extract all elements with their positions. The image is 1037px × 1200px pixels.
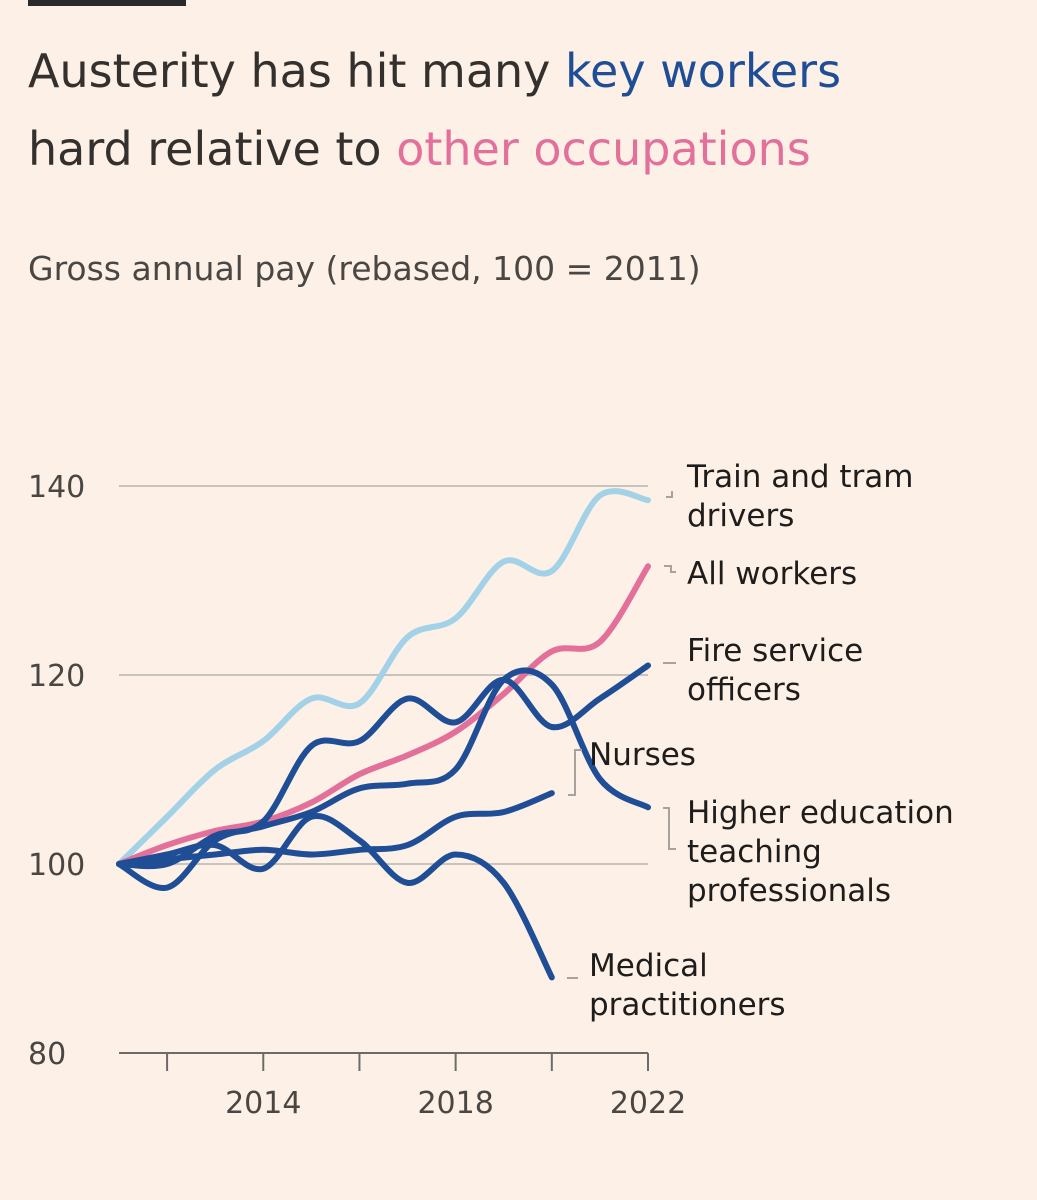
series-label-higher-education-teaching-professionals: Higher education teaching professionals xyxy=(687,795,954,909)
series-label-line-higher-education-teaching-professionals-1: teaching xyxy=(687,834,822,870)
chart-subtitle: Gross annual pay (rebased, 100 = 2011) xyxy=(28,249,701,288)
series-label-line-fire-service-officers-1: officers xyxy=(687,672,801,708)
leader-higher-education-teaching-professionals xyxy=(663,807,676,850)
series-line-train-and-tram-drivers xyxy=(116,488,651,867)
title-highlight-key-workers: key workers xyxy=(565,44,842,98)
series-label-line-medical-practitioners-0: Medical xyxy=(589,948,708,984)
series-label-medical-practitioners: Medical practitioners xyxy=(589,948,786,1023)
y-tick-label-140: 140 xyxy=(28,470,85,505)
chart-title: Austerity has hit many key workers hard … xyxy=(28,32,1018,188)
series-label-line-all-workers-0: All workers xyxy=(687,556,857,592)
series-label-line-nurses-0: Nurses xyxy=(589,737,696,773)
y-tick-label-80: 80 xyxy=(28,1037,66,1072)
title-part-1: Austerity has hit many xyxy=(28,44,566,98)
series-line-nurses xyxy=(116,790,555,867)
series-label-line-higher-education-teaching-professionals-0: Higher education xyxy=(687,795,954,831)
leader-all-workers xyxy=(664,565,676,573)
y-tick-label-100: 100 xyxy=(28,848,85,883)
y-tick-label-120: 120 xyxy=(28,659,85,694)
series-label-line-fire-service-officers-0: Fire service xyxy=(687,633,863,669)
x-tick-label-2014: 2014 xyxy=(225,1086,301,1121)
series-label-all-workers: All workers xyxy=(687,556,857,592)
title-part-2: hard relative to xyxy=(28,122,397,176)
x-tick-label-2022: 2022 xyxy=(610,1086,686,1121)
header-rule xyxy=(28,0,186,6)
series-label-line-medical-practitioners-1: practitioners xyxy=(589,987,786,1023)
series-label-train-and-tram-drivers: Train and tram drivers xyxy=(686,459,914,534)
x-tick-label-2018: 2018 xyxy=(417,1086,493,1121)
series-line-higher-education-teaching-professionals xyxy=(116,667,651,891)
series-line-fire-service-officers xyxy=(116,662,651,870)
series-line-all-workers xyxy=(116,563,651,867)
series-line-medical-practitioners xyxy=(116,813,555,981)
series-label-fire-service-officers: Fire service officers xyxy=(687,633,863,708)
leader-train-and-tram-drivers xyxy=(666,491,673,498)
series-label-line-train-and-tram-drivers-1: drivers xyxy=(687,498,794,534)
leader-nurses xyxy=(568,749,582,796)
series-label-line-higher-education-teaching-professionals-2: professionals xyxy=(687,873,891,909)
series-label-nurses: Nurses xyxy=(589,737,696,773)
title-highlight-other-occupations: other occupations xyxy=(396,122,811,176)
series-label-line-train-and-tram-drivers-0: Train and tram xyxy=(686,459,914,495)
